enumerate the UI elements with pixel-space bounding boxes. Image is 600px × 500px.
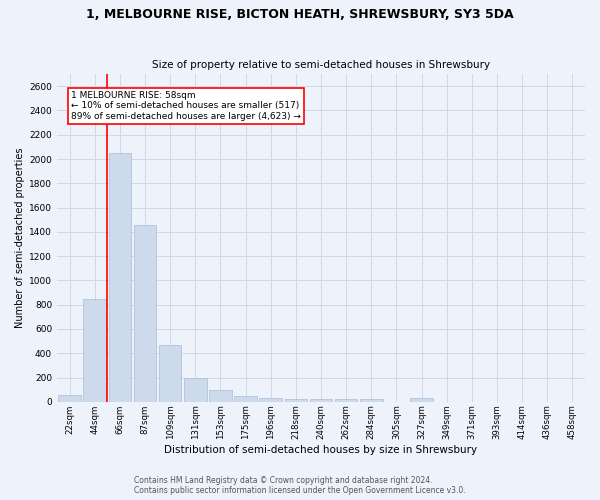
Title: Size of property relative to semi-detached houses in Shrewsbury: Size of property relative to semi-detach… xyxy=(152,60,490,70)
Bar xyxy=(159,344,181,402)
Bar xyxy=(134,224,157,402)
X-axis label: Distribution of semi-detached houses by size in Shrewsbury: Distribution of semi-detached houses by … xyxy=(164,445,478,455)
Bar xyxy=(284,399,307,402)
Bar xyxy=(109,153,131,402)
Bar xyxy=(410,398,433,402)
Bar xyxy=(234,396,257,402)
Bar xyxy=(360,400,383,402)
Y-axis label: Number of semi-detached properties: Number of semi-detached properties xyxy=(15,148,25,328)
Bar xyxy=(83,298,106,402)
Bar xyxy=(209,390,232,402)
Text: Contains HM Land Registry data © Crown copyright and database right 2024.
Contai: Contains HM Land Registry data © Crown c… xyxy=(134,476,466,495)
Text: 1 MELBOURNE RISE: 58sqm
← 10% of semi-detached houses are smaller (517)
89% of s: 1 MELBOURNE RISE: 58sqm ← 10% of semi-de… xyxy=(71,91,301,121)
Bar xyxy=(259,398,282,402)
Bar xyxy=(335,399,358,402)
Bar xyxy=(184,378,206,402)
Text: 1, MELBOURNE RISE, BICTON HEATH, SHREWSBURY, SY3 5DA: 1, MELBOURNE RISE, BICTON HEATH, SHREWSB… xyxy=(86,8,514,20)
Bar xyxy=(58,395,81,402)
Bar xyxy=(310,400,332,402)
